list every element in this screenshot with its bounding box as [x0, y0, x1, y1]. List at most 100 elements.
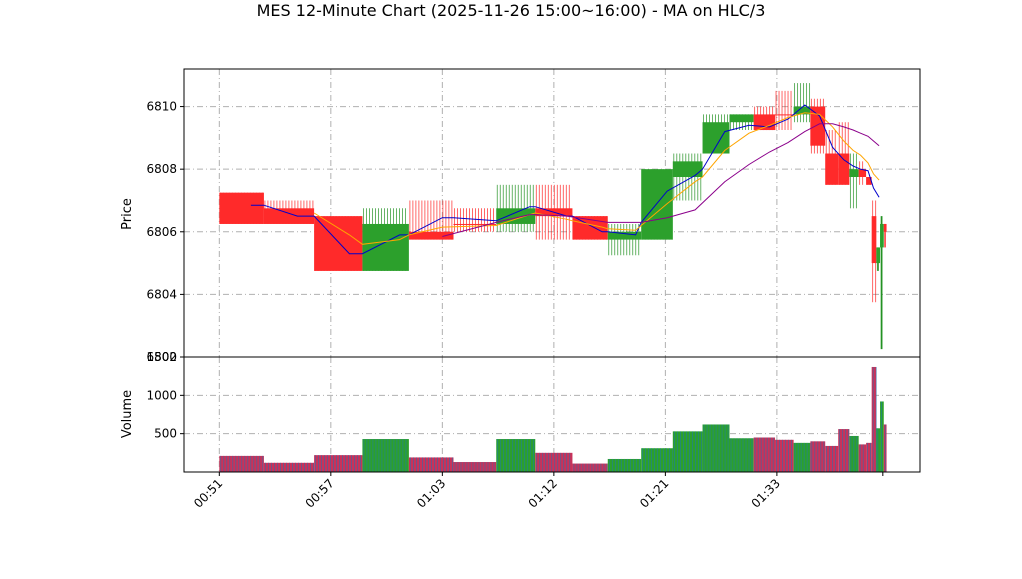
volume-bar-body	[838, 429, 850, 472]
candle	[263, 200, 315, 224]
volume-bar-body	[775, 439, 794, 472]
volume-bar	[496, 439, 536, 472]
candle-body	[408, 231, 454, 240]
volume-bar	[775, 439, 794, 472]
price-tick-label: 6804	[146, 287, 177, 301]
price-tick-label: 6806	[146, 225, 177, 239]
candle-body	[793, 106, 811, 115]
volume-bar	[408, 457, 454, 472]
volume-bar-body	[672, 431, 703, 472]
candle	[871, 200, 877, 303]
candle	[729, 114, 754, 131]
volume-bar	[825, 445, 839, 472]
volume-bar	[838, 429, 850, 472]
volume-panel-frame	[183, 356, 921, 473]
candle	[793, 83, 811, 123]
candle	[883, 223, 887, 248]
candle	[880, 216, 884, 350]
candle	[775, 90, 794, 131]
chart-title: MES 12-Minute Chart (2025-11-26 15:00~16…	[257, 1, 766, 20]
candle-body	[496, 208, 536, 224]
price-tick-label: 6802	[146, 350, 177, 364]
volume-bar	[753, 437, 776, 472]
volume-bar	[866, 442, 872, 472]
x-tick-label: 00:57	[303, 476, 337, 510]
candle-body	[880, 223, 884, 248]
volume-bar	[314, 455, 363, 472]
volume-bar-body	[880, 401, 884, 472]
candle	[702, 114, 730, 154]
candle	[219, 192, 264, 224]
candle-body	[219, 192, 264, 224]
volume-bar	[453, 462, 497, 472]
volume-bar-body	[729, 438, 754, 472]
volume-bar	[263, 462, 315, 472]
candle	[858, 161, 867, 185]
volume-bar-body	[876, 428, 881, 472]
volume-bar-body	[362, 439, 409, 472]
volume-bar	[572, 463, 608, 472]
x-tick-label: 01:33	[749, 476, 783, 510]
volume-bar	[672, 431, 703, 472]
volume-tick-label: 500	[154, 427, 177, 441]
volume-panel: 500 1000 1500	[146, 350, 921, 473]
candle	[838, 122, 850, 185]
volume-bar-body	[858, 444, 867, 472]
candle	[825, 130, 839, 185]
volume-bar	[702, 424, 730, 472]
volume-bar-body	[825, 445, 839, 472]
volume-bar-body	[871, 366, 877, 472]
volume-bar-body	[263, 462, 315, 472]
candle-body	[883, 223, 887, 232]
candle-body	[838, 153, 850, 185]
candle-body	[849, 169, 859, 177]
price-axis-label: Price	[120, 198, 135, 230]
candle-body	[641, 169, 673, 240]
candle-body	[572, 216, 608, 240]
candle-body	[775, 114, 794, 116]
volume-bar	[858, 444, 867, 472]
x-tick-label: 01:21	[637, 476, 671, 510]
candle	[607, 223, 642, 256]
candle-body	[876, 247, 881, 264]
volume-bar	[793, 442, 811, 472]
candle	[876, 247, 881, 271]
candle-body	[858, 169, 867, 177]
candle-body	[810, 106, 826, 146]
volume-bar	[641, 448, 674, 472]
volume-bar	[810, 441, 826, 472]
candle-body	[607, 231, 642, 240]
volume-bar-body	[453, 462, 497, 472]
candle-body	[702, 122, 730, 154]
candle-body	[729, 114, 754, 123]
volume-bar-body	[535, 452, 573, 472]
volume-bar	[876, 428, 881, 472]
x-axis: 00:51 00:57 01:03 01:12 01:21 01:33	[191, 472, 884, 511]
volume-bars-group	[219, 366, 887, 472]
volume-bar-body	[572, 463, 608, 472]
candle-body	[362, 223, 409, 271]
moving-average-line	[313, 112, 880, 245]
volume-bar-body	[793, 442, 811, 472]
volume-bar	[535, 452, 573, 472]
x-tick-label: 00:51	[191, 476, 225, 510]
price-panel: 6802 6804 6806 6808 6810	[146, 68, 921, 364]
candle	[496, 184, 536, 232]
volume-bar	[849, 435, 859, 472]
volume-bar	[880, 401, 884, 472]
candle-body	[866, 177, 872, 185]
x-tick-label: 01:03	[414, 476, 448, 510]
volume-bar	[362, 439, 409, 472]
candle-body	[871, 216, 877, 264]
candle-body	[453, 223, 497, 225]
volume-bar-body	[641, 448, 673, 472]
volume-bar	[883, 424, 887, 472]
price-tick-label: 6808	[146, 162, 177, 176]
price-tick-label: 6810	[146, 100, 177, 114]
volume-bar	[871, 366, 877, 472]
volume-tick-label: 1000	[146, 388, 177, 402]
moving-average-line	[442, 123, 880, 237]
candle	[672, 153, 703, 201]
